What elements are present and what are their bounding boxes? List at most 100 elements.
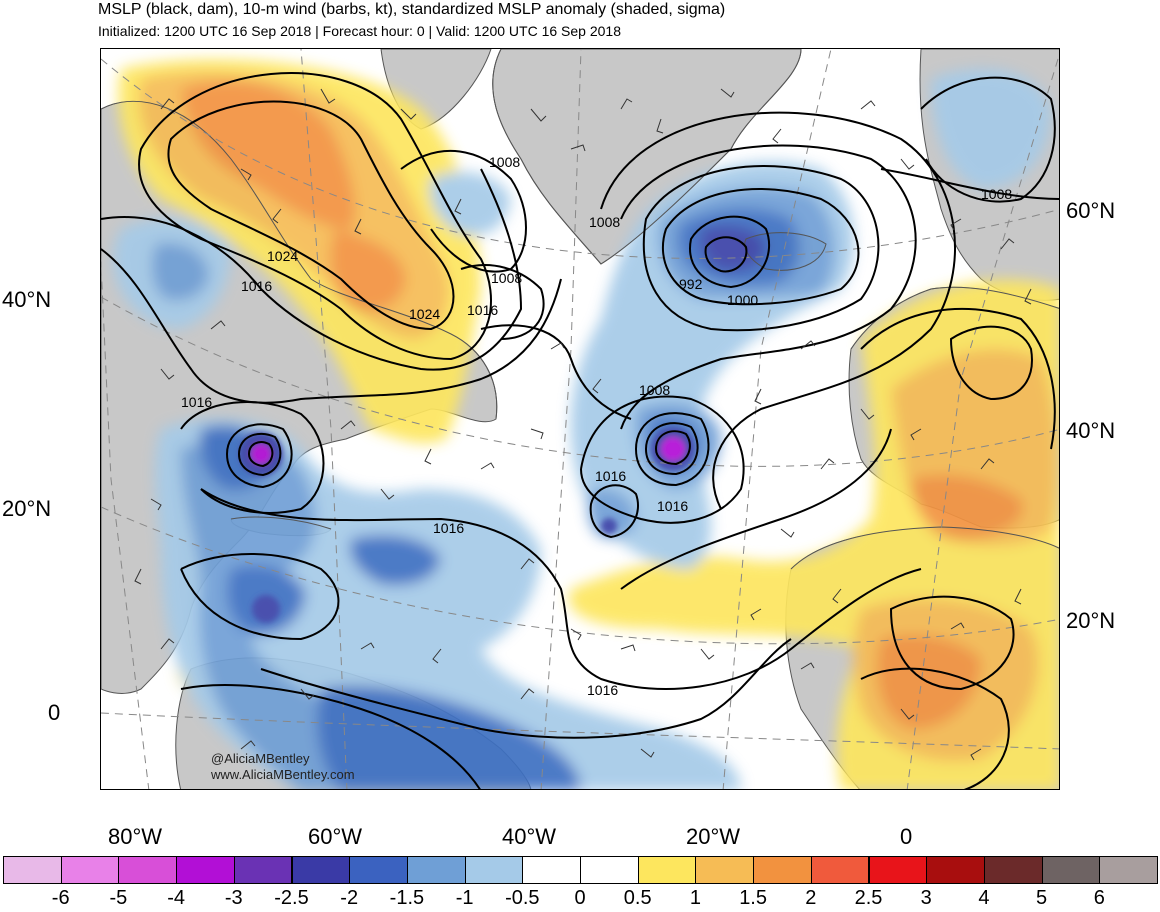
colorbar-swatch: [580, 856, 639, 884]
colorbar-swatch: [1099, 856, 1158, 884]
lat-label-right: 40°N: [1066, 418, 1116, 443]
contour-1016-helene-outer: [580, 395, 745, 524]
contour-helene-3: [634, 412, 710, 487]
contour-1012-caribbean: [180, 553, 340, 641]
colorbar-swatch: [926, 856, 985, 884]
lat-label-right: 20°N: [1066, 608, 1116, 633]
contour-florence-1: [247, 441, 274, 468]
colorbar-tick-label: -6: [51, 887, 70, 909]
meridian-80w: [101, 253, 150, 789]
contour-1024-canada: [167, 100, 455, 331]
contour-1012-icelandic-low: [600, 111, 956, 510]
colorbar-tick-label: -1.5: [389, 887, 425, 909]
colorbar-swatch: [349, 856, 408, 884]
contour-label: 1016: [467, 302, 498, 318]
contour-992: [704, 236, 748, 273]
credit-handle: @AliciaMBentley: [211, 751, 310, 766]
contour-label: 1016: [433, 520, 464, 536]
contour-labels: 1008 1008 1008 1008 1024 1016 1024 1016 …: [181, 154, 1012, 698]
contour-996: [689, 215, 771, 289]
colorbar-tick-label: 0.5: [623, 887, 652, 909]
anomaly-neg-3-florence: [251, 444, 271, 464]
colorbar-tick-label: -3: [224, 887, 243, 909]
colorbar-tick-label: 0: [574, 887, 586, 909]
contour-1016-north-america: [101, 168, 523, 371]
parallel-20n: [101, 506, 1059, 645]
contour-1008-atlantic: [460, 264, 545, 340]
colorbar-tick-label: 2: [805, 887, 817, 909]
parallel-0: [101, 712, 1059, 750]
lat-label-right: 60°N: [1066, 198, 1116, 223]
colorbar-swatch: [983, 856, 1043, 884]
colorbar-swatch: [753, 856, 812, 884]
wind-barbs: [134, 88, 1032, 761]
contour-helene-2: [644, 422, 699, 476]
contour-florence-3: [225, 423, 293, 489]
contour-1016-subtropics: [200, 488, 922, 690]
colorbar-swatch: [868, 856, 928, 884]
anomaly-neg-1-hudson: [152, 243, 209, 301]
colorbar-swatch: [464, 856, 524, 884]
contour-1008-greenland: [400, 149, 527, 273]
graticule: [101, 49, 1059, 789]
contour-label: 1024: [267, 248, 298, 264]
colorbar-tick-label: 3: [920, 887, 932, 909]
contour-label: 992: [679, 276, 703, 292]
contour-1012-southam: [180, 684, 481, 789]
anomaly-neg-05-ne-greenland: [931, 69, 1051, 189]
contour-1000: [661, 188, 860, 306]
contour-1016-joyce: [589, 484, 639, 539]
colorbar-swatch: [406, 856, 466, 884]
colorbar-tick-label: 6: [1093, 887, 1105, 909]
parallel-40n: [101, 296, 1059, 467]
map-graphic: 1008 1008 1008 1008 1024 1016 1024 1016 …: [101, 49, 1059, 789]
colorbar-swatch: [1041, 856, 1101, 884]
anomaly-neg-15-central-atlantic: [350, 535, 441, 586]
colorbar-tick-label: 4: [978, 887, 990, 909]
lat-label-left: 0: [48, 700, 61, 725]
anomaly-pos-15-canada: [181, 81, 355, 229]
contour-1020-azores: [620, 428, 892, 590]
contour-1008-scandinavia: [880, 168, 1059, 200]
colorbar-swatch: [118, 856, 178, 884]
contour-1016-florence: [180, 401, 325, 514]
lon-label: 80°W: [108, 824, 163, 849]
colorbar-tick-label: -5: [109, 887, 128, 909]
contour-1004: [642, 165, 880, 332]
contour-label: 1016: [181, 394, 212, 410]
lat-label-left: 40°N: [2, 287, 52, 312]
contour-label: 1008: [491, 270, 522, 286]
anomaly-neg-1-tropics: [181, 441, 581, 789]
anomaly-pos-15-quebec: [330, 229, 406, 311]
contour-label: 1000: [727, 292, 758, 308]
meridian-40w: [540, 49, 582, 789]
mslp-contours: [101, 72, 1059, 789]
anomaly-neg-2-icelandic-low: [699, 225, 766, 272]
colorbar-swatch: [695, 856, 755, 884]
colorbar-tick-label: -1: [455, 887, 474, 909]
map-subtitle: Initialized: 1200 UTC 16 Sep 2018 | Fore…: [98, 23, 621, 39]
colorbar-tick-label: 5: [1036, 887, 1048, 909]
contour-label: 1008: [489, 154, 520, 170]
colorbar-swatch: [637, 856, 697, 884]
colorbar-swatch: [522, 856, 581, 884]
lon-label: 0: [900, 824, 913, 849]
map-title: MSLP (black, dam), 10-m wind (barbs, kt)…: [98, 1, 726, 18]
contour-label: 1016: [657, 498, 688, 514]
colorbar-swatch: [60, 856, 120, 884]
contour-1008-icelandic-low: [620, 144, 917, 430]
credit-website: www.AliciaMBentley.com: [211, 767, 355, 782]
meridian-20w: [722, 49, 832, 789]
contour-label: 1008: [589, 214, 620, 230]
contour-label: 1008: [981, 186, 1012, 202]
colorbar-tick-label: 1: [689, 887, 701, 909]
anomaly-pos-15-europe: [911, 475, 1023, 539]
contour-1016-tropics: [260, 638, 792, 739]
contour-1012-europe: [949, 325, 1033, 401]
anomaly-neg-3-helene: [661, 437, 685, 461]
anomaly-neg-2-caribbean: [252, 595, 280, 623]
colorbar-tick-label: 1.5: [739, 887, 767, 909]
colorbar-swatch: [176, 856, 235, 884]
contour-label: 1024: [409, 306, 440, 322]
contour-1012-north-america: [101, 248, 562, 404]
